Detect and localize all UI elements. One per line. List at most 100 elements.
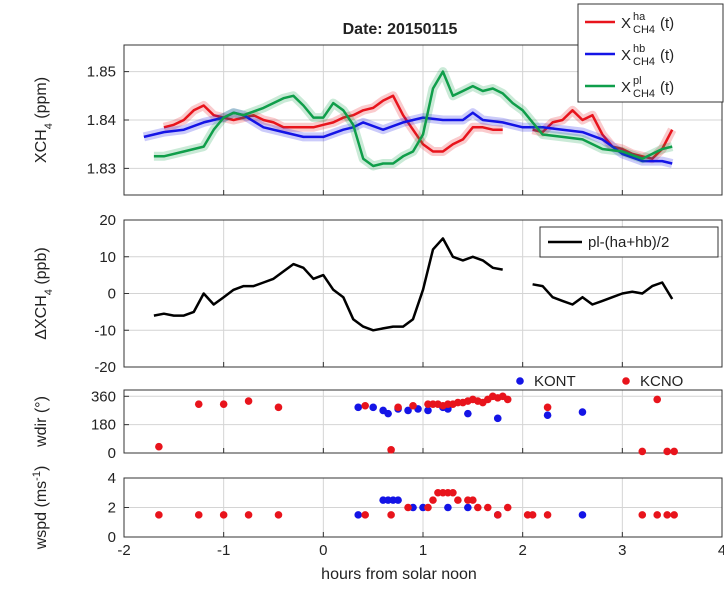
point	[483, 503, 492, 512]
legend-base: X	[621, 79, 631, 96]
y-axis-label-part: wdir (°)	[33, 396, 50, 448]
y-tick-label: 0	[108, 445, 116, 462]
point	[394, 403, 402, 412]
plot-frame	[123, 389, 723, 454]
point	[528, 511, 537, 519]
point	[503, 395, 512, 404]
y-tick-label: -20	[94, 359, 116, 376]
point	[424, 503, 432, 512]
plot-frame	[123, 477, 723, 538]
point	[424, 406, 432, 415]
point	[670, 511, 678, 519]
x-tick-label: 4	[718, 542, 724, 559]
legend-suffix: (t)	[660, 47, 674, 64]
y-axis-label-part: )	[33, 466, 50, 471]
legend-sup: pl	[633, 75, 642, 87]
y-axis-label-part: ΔXCH	[33, 295, 50, 339]
y-axis-label-part: (ppm)	[33, 77, 50, 123]
point	[429, 496, 437, 504]
point	[578, 511, 587, 519]
point	[244, 511, 253, 519]
point	[469, 496, 477, 504]
legend-sub: CH4	[633, 24, 655, 36]
series-line	[153, 237, 674, 332]
legend-marker	[516, 377, 524, 385]
point	[409, 401, 417, 410]
point	[387, 446, 395, 454]
point	[663, 511, 671, 519]
point	[493, 414, 502, 423]
y-axis-label: wdir (°)	[33, 396, 50, 448]
point	[543, 511, 552, 519]
x-tick-label: 3	[618, 542, 626, 559]
y-tick-label: 0	[108, 529, 116, 546]
point	[194, 400, 203, 408]
point	[638, 447, 647, 456]
y-tick-label: 1.83	[87, 160, 116, 177]
point	[219, 400, 228, 408]
y-axis-label: wspd (ms-1)	[31, 466, 50, 551]
point	[387, 511, 395, 519]
x-tick-label: -2	[117, 542, 130, 559]
point	[404, 406, 412, 415]
point	[394, 496, 402, 504]
legend-base: X	[621, 47, 631, 64]
point	[638, 511, 647, 519]
point	[219, 511, 228, 519]
point	[155, 511, 163, 519]
y-tick-label: 20	[99, 212, 116, 229]
point	[503, 503, 512, 512]
x-tick-label: 0	[319, 542, 327, 559]
plot-frame	[123, 219, 723, 368]
y-axis-label-part: -1	[31, 471, 43, 481]
plot-frame	[123, 44, 723, 196]
point	[274, 511, 283, 519]
legend-sup: ha	[633, 11, 646, 23]
point	[543, 403, 552, 412]
y-axis-label-part: 4	[43, 289, 55, 295]
y-axis-label: XCH4 (ppm)	[33, 77, 55, 163]
x-tick-label: 1	[419, 542, 427, 559]
point	[578, 408, 587, 416]
series-line	[153, 70, 673, 168]
x-tick-label: 2	[518, 542, 526, 559]
legend-base: X	[621, 15, 631, 32]
y-axis-label-part: 4	[43, 123, 55, 129]
point	[663, 447, 671, 456]
point	[354, 511, 363, 519]
y-tick-label: 360	[91, 388, 116, 405]
point	[361, 401, 369, 410]
legend-sub: CH4	[633, 56, 655, 68]
point	[653, 511, 662, 519]
point	[361, 511, 369, 519]
y-tick-label: 0	[108, 286, 116, 303]
legend-marker	[622, 377, 630, 385]
point	[155, 442, 163, 451]
point	[454, 496, 462, 504]
point	[244, 397, 253, 405]
point	[670, 447, 678, 456]
point	[194, 511, 203, 519]
y-tick-label: 1.84	[87, 112, 116, 129]
legend-label: KONT	[534, 373, 576, 390]
point	[449, 488, 457, 497]
legend-label: pl-(ha+hb)/2	[588, 234, 669, 251]
y-tick-label: -10	[94, 322, 116, 339]
point	[474, 503, 482, 512]
y-tick-label: 10	[99, 249, 116, 266]
x-axis-label: hours from solar noon	[321, 566, 477, 583]
point	[369, 403, 377, 412]
y-tick-label: 1.85	[87, 64, 116, 81]
y-axis-label: ΔXCH4 (ppb)	[33, 247, 55, 339]
legend-sub: CH4	[633, 88, 655, 100]
point	[384, 409, 392, 418]
x-tick-label: -1	[217, 542, 230, 559]
y-tick-label: 4	[108, 470, 116, 487]
y-tick-label: 2	[108, 500, 116, 517]
point	[464, 503, 472, 512]
point	[464, 409, 472, 418]
point	[444, 503, 452, 512]
series-line	[163, 94, 674, 160]
point	[653, 395, 662, 404]
